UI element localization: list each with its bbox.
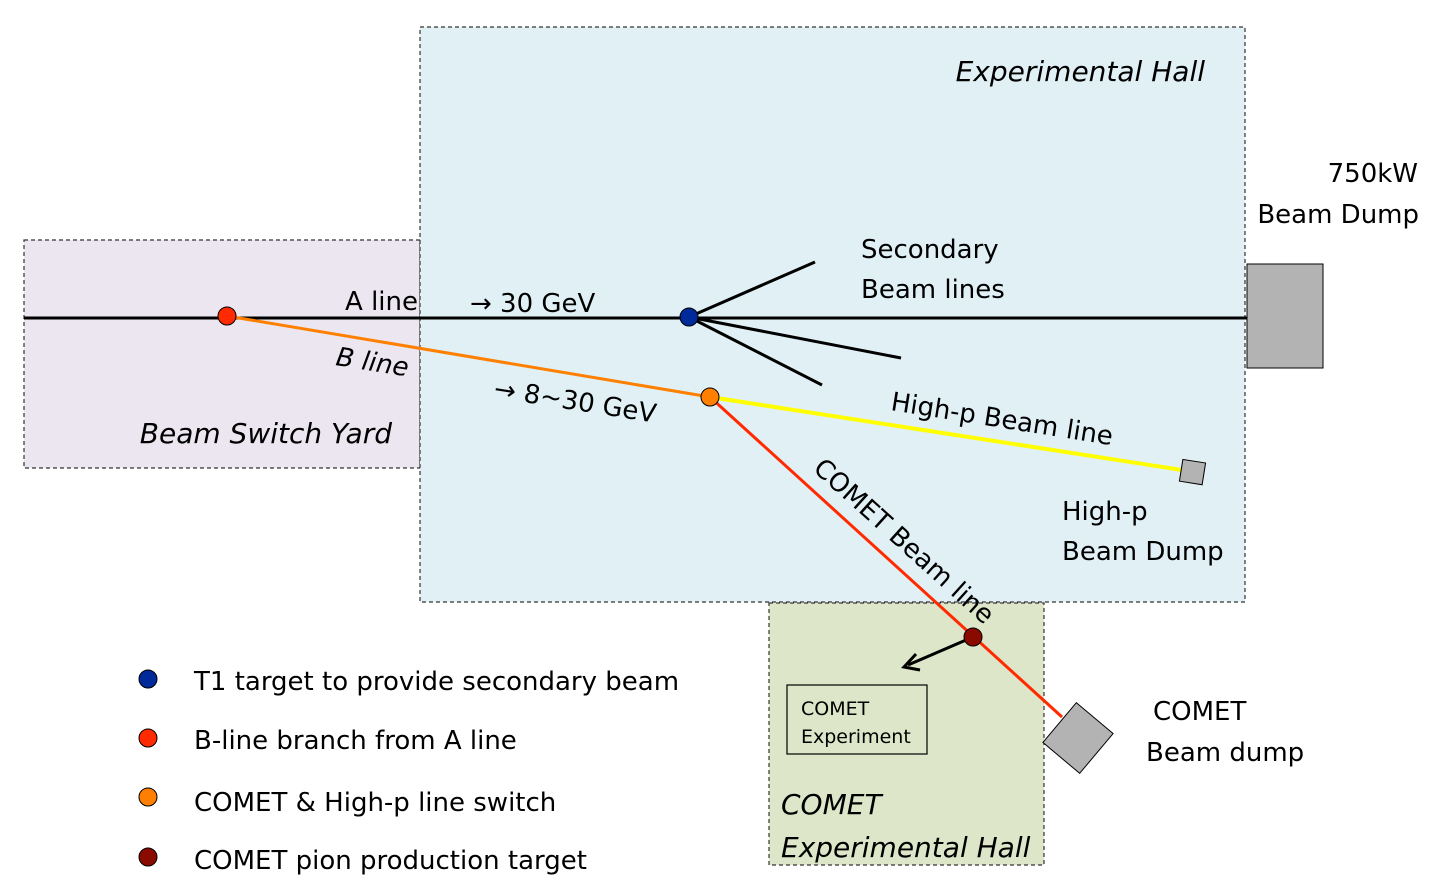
pion-target-marker [963, 627, 983, 647]
legend-marker-pion [138, 847, 158, 867]
comet-hall-label-2: Experimental Hall [781, 831, 1031, 864]
secondary-line-1 [688, 260, 816, 319]
legend-marker-branch [138, 728, 158, 748]
legend-marker-t1 [138, 669, 158, 689]
highp-beam-dump [1178, 458, 1207, 486]
comet-beam-line [708, 395, 1064, 719]
legend: T1 target to provide secondary beam B-li… [138, 667, 679, 876]
highp-dump-label-2: Beam Dump [1062, 537, 1224, 567]
legend-label-branch: B-line branch from A line [194, 726, 517, 756]
comet-experiment-box [786, 684, 928, 755]
line-switch-marker [700, 387, 720, 407]
comet-dump-label-1: COMET [1153, 697, 1246, 727]
comet-dump-label-2: Beam dump [1146, 738, 1304, 768]
comet-hall-region [768, 602, 1045, 866]
main-dump-label-2: Beam Dump [1257, 200, 1419, 230]
secondary-label-2: Beam lines [861, 275, 1005, 305]
beam-switch-yard-region [23, 239, 421, 469]
secondary-line-2 [688, 315, 902, 360]
a-energy-label: → 30 GeV [470, 289, 596, 319]
secondary-line-3 [688, 315, 823, 387]
legend-label-switch: COMET & High-p line switch [194, 788, 556, 818]
comet-experiment-label-2: Experiment [801, 726, 911, 748]
highp-dump-label-1: High-p [1062, 497, 1148, 527]
legend-label-t1: T1 target to provide secondary beam [193, 667, 679, 697]
comet-beam-dump [1042, 701, 1114, 775]
main-dump-label-1: 750kW [1328, 159, 1418, 189]
beam-switch-yard-label: Beam Switch Yard [140, 417, 392, 450]
t1-target-marker [679, 307, 699, 327]
secondary-label-1: Secondary [861, 235, 999, 265]
main-beam-dump [1246, 263, 1324, 369]
highp-beam-line [709, 395, 1183, 472]
pion-arrow [907, 635, 974, 667]
legend-marker-switch [138, 787, 158, 807]
b-line [226, 314, 711, 399]
pion-arrow-head [901, 652, 921, 672]
comet-experiment-label-1: COMET [801, 698, 870, 720]
comet-hall-label-1: COMET [781, 788, 883, 821]
experimental-hall-region [419, 26, 1246, 603]
a-line-label: A line [345, 287, 418, 317]
experimental-hall-label: Experimental Hall [956, 55, 1206, 88]
legend-label-pion: COMET pion production target [194, 846, 587, 876]
branch-point-marker [217, 306, 237, 326]
